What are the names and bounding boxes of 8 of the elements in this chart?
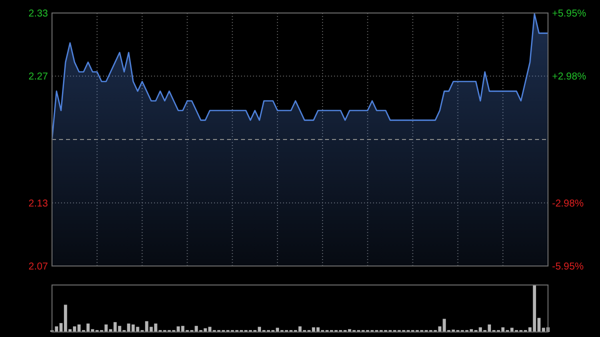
y-tick-label: 2.33	[28, 8, 48, 20]
y2-tick-label: +5.95%	[552, 8, 586, 20]
y2-tick-label: +2.98%	[552, 72, 586, 83]
y-tick-label: 2.07	[28, 262, 48, 272]
y-tick-label: 2.13	[28, 198, 48, 210]
y2-tick-label: -2.98%	[552, 198, 584, 210]
y2-tick-label: -5.95%	[552, 262, 584, 272]
y-tick-label: 2.27	[28, 72, 48, 83]
